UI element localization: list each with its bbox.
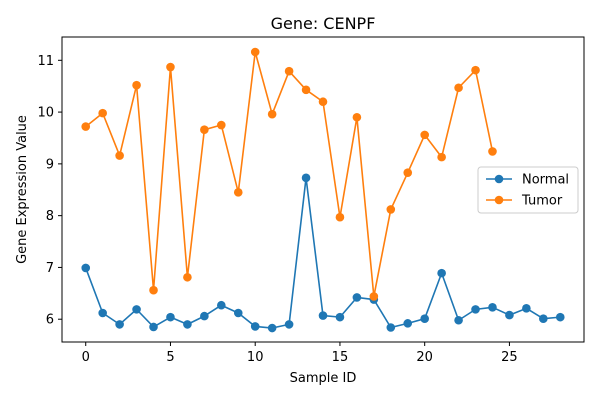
tumor-data-point — [369, 292, 379, 301]
normal-data-point — [471, 305, 480, 314]
normal-data-point — [132, 305, 141, 314]
normal-data-point — [505, 310, 514, 320]
tumor-data-point — [183, 272, 192, 282]
tumor-data-point — [335, 212, 345, 222]
tumor-data-point — [284, 66, 294, 76]
normal-data-point — [352, 293, 362, 302]
y-tick-label: 10 — [37, 106, 54, 121]
tumor-data-point — [420, 130, 429, 140]
x-tick-label: 0 — [82, 350, 90, 365]
y-tick-label: 11 — [37, 54, 54, 69]
tumor-data-point — [81, 122, 91, 131]
x-tick-label: 10 — [247, 350, 264, 365]
x-tick-label: 5 — [166, 350, 174, 365]
normal-data-point — [488, 303, 497, 312]
x-axis-label: Sample ID — [290, 371, 357, 386]
tumor-data-point — [386, 205, 396, 214]
tumor-data-point — [403, 168, 413, 177]
y-tick-label: 8 — [46, 209, 54, 224]
x-tick-label: 20 — [416, 350, 433, 365]
normal-data-point — [403, 319, 413, 328]
legend: Normal Tumor — [477, 166, 579, 214]
normal-data-point — [200, 311, 209, 321]
legend-tumor-label: Tumor — [521, 194, 563, 209]
normal-data-point — [183, 320, 192, 329]
y-tick-label: 9 — [46, 157, 54, 172]
tumor-data-point — [250, 47, 260, 57]
y-tick-label: 6 — [46, 313, 54, 328]
chart-title: Gene: CENPF — [271, 14, 376, 33]
normal-data-point — [522, 304, 531, 313]
normal-data-point — [166, 312, 175, 322]
tumor-data-point — [471, 65, 480, 75]
normal-data-point — [318, 311, 328, 320]
normal-data-point — [267, 323, 277, 333]
normal-data-point — [420, 314, 429, 323]
tumor-data-point — [318, 97, 328, 107]
normal-data-point — [301, 173, 311, 183]
plot-area — [81, 47, 565, 333]
x-tick-label: 25 — [501, 350, 518, 365]
legend-tumor-marker — [494, 195, 504, 205]
normal-data-point — [386, 323, 396, 332]
tumor-data-point — [132, 80, 141, 90]
tumor-data-point — [149, 285, 158, 295]
normal-data-point — [555, 312, 565, 322]
normal-data-point — [98, 308, 107, 318]
normal-data-point — [539, 314, 548, 323]
y-axis-label: Gene Expression Value — [15, 115, 30, 264]
legend-normal-marker — [494, 174, 504, 184]
tumor-data-point — [454, 83, 463, 93]
tumor-data-point — [233, 188, 243, 197]
normal-data-point — [115, 320, 124, 329]
normal-data-point — [250, 322, 260, 331]
tumor-data-point — [115, 151, 124, 160]
y-tick-label: 7 — [46, 261, 54, 276]
tumor-data-point — [352, 112, 362, 122]
tumor-data-point — [166, 62, 175, 72]
normal-data-point — [81, 263, 91, 273]
normal-data-point — [217, 300, 226, 310]
plot-frame — [61, 36, 585, 343]
normal-data-point — [284, 320, 294, 329]
normal-data-point — [454, 315, 463, 325]
tumor-data-point — [217, 120, 226, 130]
tumor-data-point — [267, 109, 277, 119]
x-tick-label: 15 — [332, 350, 349, 365]
normal-data-point — [437, 268, 446, 278]
normal-data-point — [149, 322, 158, 332]
tumor-data-point — [488, 147, 497, 156]
normal-data-point — [335, 312, 345, 322]
legend-normal-label: Normal — [522, 173, 569, 188]
tumor-data-point — [98, 108, 107, 118]
normal-data-point — [233, 308, 243, 318]
tumor-data-point — [200, 125, 209, 134]
tumor-data-point — [437, 152, 446, 162]
tumor-data-point — [301, 85, 311, 95]
